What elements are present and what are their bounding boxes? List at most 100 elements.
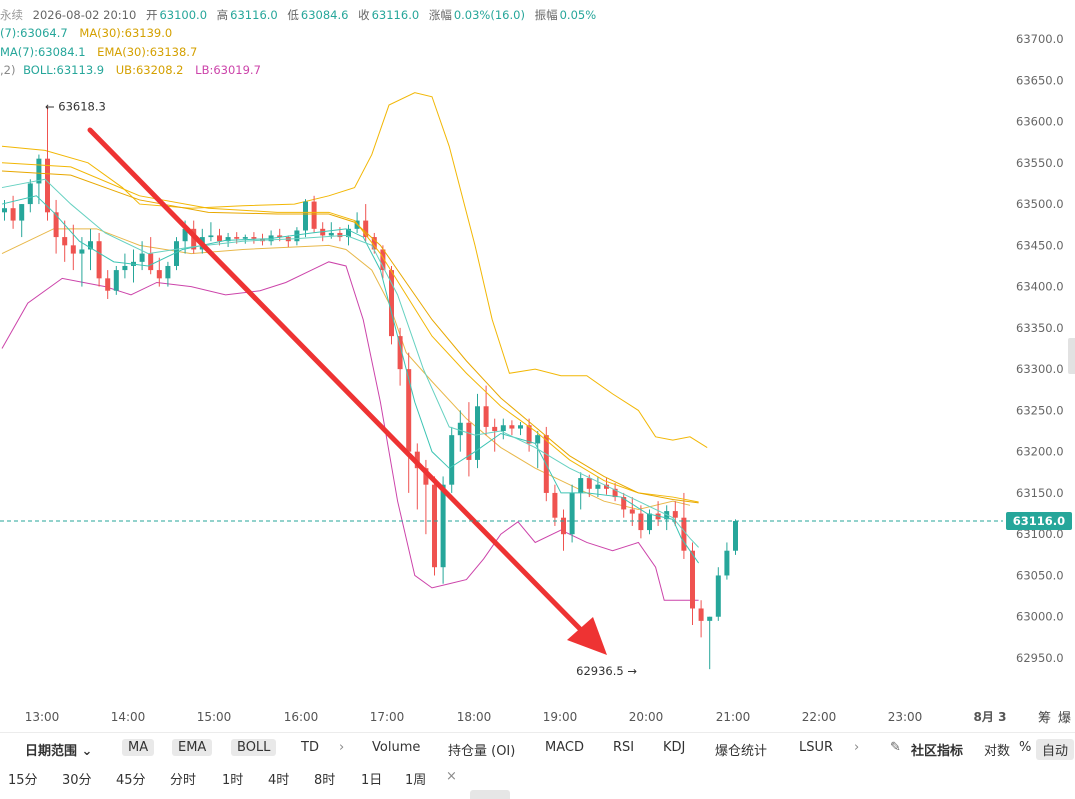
candle-body	[518, 425, 523, 429]
ema7-legend: MA(7):63084.1	[0, 45, 86, 59]
candle-body	[217, 235, 222, 242]
candle-body	[457, 422, 463, 436]
price-tick-label: 63200.0	[1016, 445, 1064, 459]
open-value: 63100.0	[159, 8, 208, 22]
candle-body	[363, 220, 369, 238]
ma-button[interactable]: MA	[122, 739, 155, 756]
time-tick-label: 15:00	[197, 710, 232, 724]
high-label: 高	[216, 8, 229, 22]
boll-lb-legend: LB:63019.7	[195, 63, 261, 77]
candle-body	[586, 478, 592, 489]
price-tick-label: 63100.0	[1016, 527, 1064, 541]
candle-body	[139, 253, 145, 262]
time-tick-label: 16:00	[284, 710, 319, 724]
timeframe-option[interactable]: 4时	[268, 773, 290, 788]
timeframe-option[interactable]: 1日	[361, 773, 383, 788]
timeframe-option[interactable]: 8时	[314, 773, 336, 788]
candle-body	[595, 484, 601, 489]
ema-legend[interactable]: MA(7):63084.1 EMA(30):63138.7	[0, 45, 203, 59]
time-tick-label: 17:00	[370, 710, 405, 724]
candle-body	[509, 425, 515, 429]
candle-body	[561, 517, 566, 535]
close-icon[interactable]: ×	[446, 769, 457, 784]
candle-body	[389, 270, 394, 337]
chevron-right-icon[interactable]: ›	[339, 740, 345, 755]
liquidation-button[interactable]: 爆仓统计	[715, 744, 768, 759]
boll-legend[interactable]: ,2) BOLL:63113.9 UB:63208.2 LB:63019.7	[0, 63, 267, 77]
timeframe-option[interactable]: 1周	[405, 773, 427, 788]
kdj-button[interactable]: KDJ	[663, 740, 686, 755]
trend-arrow-shaft	[87, 127, 588, 637]
candle-body	[320, 228, 326, 236]
candle-body	[535, 435, 541, 444]
timeframe-option[interactable]: 15分	[8, 773, 38, 788]
candle-body	[423, 468, 429, 485]
percent-scale-button[interactable]: %	[1019, 740, 1032, 755]
contract-label: 永续	[0, 8, 23, 22]
date-range-button[interactable]: 日期范围 ⌄	[25, 744, 93, 759]
ma30-legend: MA(30):63139.0	[79, 26, 173, 40]
boll-button[interactable]: BOLL	[231, 739, 277, 756]
community-indicator-button[interactable]: 社区指标	[911, 744, 964, 759]
boll-ub-legend: UB:63208.2	[115, 63, 184, 77]
timeframe-option[interactable]: 45分	[116, 773, 146, 788]
candle-body	[346, 228, 351, 238]
chevron-right-icon[interactable]: ›	[854, 740, 860, 755]
liquidation-map-button[interactable]: 爆	[1058, 711, 1071, 726]
open-label: 开	[145, 8, 158, 22]
candle-body	[681, 517, 687, 551]
candle-body	[432, 484, 437, 568]
current-price-tag	[1006, 511, 1072, 530]
candle-body	[698, 608, 704, 621]
candle-body	[449, 435, 455, 485]
close-value: 63116.0	[371, 8, 420, 22]
current-price-label: 63116.0	[1013, 514, 1065, 528]
candle-body	[475, 406, 480, 460]
chip-distribution-button[interactable]: 筹	[1038, 710, 1051, 726]
time-tick-label: 19:00	[543, 710, 578, 724]
trend-arrow-head	[567, 617, 607, 655]
candle-body	[492, 426, 498, 432]
ma-legend[interactable]: (7):63064.7 MA(30):63139.0	[0, 26, 178, 40]
candle-body	[242, 237, 248, 239]
candle-body	[277, 235, 283, 238]
td-button[interactable]: TD	[301, 740, 319, 755]
ema-button[interactable]: EMA	[172, 739, 213, 756]
price-tick-label: 63400.0	[1016, 280, 1064, 294]
ema30-line	[1, 170, 699, 504]
price-tick-label: 63700.0	[1016, 32, 1064, 46]
timeframe-option[interactable]: 分时	[170, 773, 197, 788]
candle-body	[733, 520, 738, 551]
price-tick-label: 63250.0	[1016, 403, 1064, 417]
edit-icon[interactable]: ✎	[890, 740, 901, 755]
auto-scale-button[interactable]: 自动	[1036, 739, 1075, 760]
candle-body	[182, 228, 188, 242]
change-value: 0.03%(16.0)	[453, 8, 525, 22]
candle-body	[371, 237, 377, 250]
timeframe-option[interactable]: 1时	[222, 773, 244, 788]
candle-body	[88, 241, 93, 250]
log-scale-button[interactable]: 对数	[984, 744, 1011, 759]
candle-body	[604, 484, 609, 489]
timeframe-option[interactable]: 30分	[62, 773, 92, 788]
time-tick-label: 14:00	[111, 710, 146, 724]
candle-body	[406, 369, 412, 452]
boll-param: ,2)	[0, 63, 16, 77]
candle-body	[10, 208, 16, 221]
boll-middle-band-line	[1, 228, 691, 510]
panel-resize-grip[interactable]	[470, 790, 510, 799]
open-interest-button[interactable]: 持仓量 (OI)	[448, 744, 516, 759]
rsi-button[interactable]: RSI	[613, 740, 635, 755]
time-tick-label: 13:00	[25, 710, 60, 724]
right-panel-handle[interactable]	[1068, 338, 1075, 374]
volume-button[interactable]: Volume	[372, 740, 421, 755]
candle-body	[156, 270, 162, 279]
candle-body	[70, 245, 76, 254]
candle-body	[27, 183, 33, 205]
candle-body	[578, 478, 584, 493]
lsur-button[interactable]: LSUR	[799, 740, 834, 755]
macd-button[interactable]: MACD	[545, 740, 584, 755]
time-tick-label: 18:00	[457, 710, 492, 724]
price-chart[interactable]: 63700.0 63650.0 63600.0 63550.0 63500.0 63450…	[0, 0, 1075, 732]
